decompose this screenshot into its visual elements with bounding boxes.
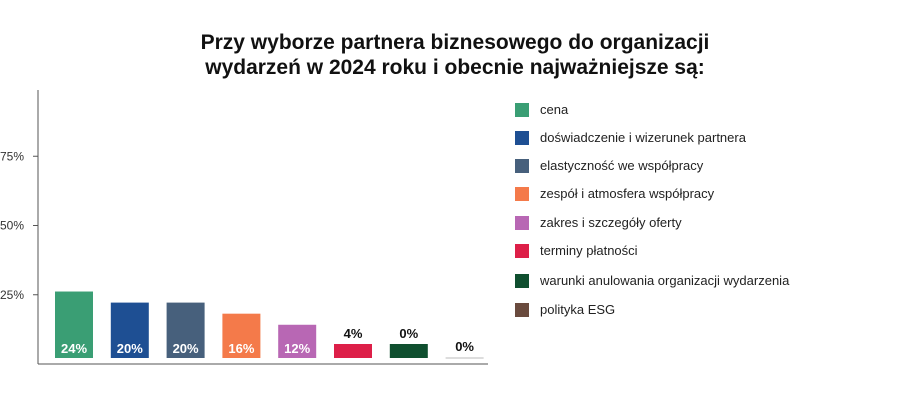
y-tick-label: 50% <box>0 219 24 233</box>
legend-item: warunki anulowania organizacji wydarzeni… <box>515 273 875 289</box>
legend-swatch <box>515 244 529 258</box>
legend-item: elastyczność we współpracy <box>515 158 875 174</box>
legend-item: cena <box>515 102 875 118</box>
bar <box>278 324 317 358</box>
data-label: 0% <box>399 326 418 341</box>
chart-title-line-2: wydarzeń w 2024 roku i obecnie najważnie… <box>205 56 705 79</box>
data-label: 24% <box>61 341 87 356</box>
chart-title: Przy wyborze partnera biznesowego do org… <box>0 30 900 80</box>
bar <box>389 344 428 358</box>
bar <box>334 344 372 358</box>
legend-label: warunki anulowania organizacji wydarzeni… <box>540 273 790 288</box>
legend-item: zakres i szczegóły oferty <box>515 215 875 231</box>
legend-item: doświadczenie i wizerunek partnera <box>515 130 875 146</box>
legend-swatch <box>515 103 529 117</box>
legend-swatch <box>515 216 529 230</box>
data-label: 4% <box>344 326 363 341</box>
chart-title-line-1: Przy wyborze partnera biznesowego do org… <box>200 31 710 54</box>
legend-swatch <box>515 159 529 173</box>
data-label: 12% <box>284 341 310 356</box>
y-tick-label: 25% <box>0 288 24 302</box>
bar <box>222 313 261 358</box>
legend-label: polityka ESG <box>540 302 616 317</box>
legend-item: polityka ESG <box>515 302 875 318</box>
legend-label: doświadczenie i wizerunek partnera <box>540 130 746 145</box>
legend-item: zespół i atmosfera współpracy <box>515 186 875 202</box>
legend-swatch <box>515 131 529 145</box>
data-label: 16% <box>228 341 254 356</box>
legend-label: zakres i szczegóły oferty <box>540 215 682 230</box>
data-label: 20% <box>117 341 143 356</box>
legend-swatch <box>515 303 529 317</box>
legend-swatch <box>515 187 529 201</box>
bar <box>55 291 93 358</box>
legend-label: zespół i atmosfera współpracy <box>540 186 715 201</box>
data-label: 20% <box>173 341 199 356</box>
legend-swatch <box>515 274 529 288</box>
y-tick-label: 75% <box>0 149 24 163</box>
legend-label: elastyczność we współpracy <box>540 158 704 173</box>
legend-item: terminy płatności <box>515 243 875 259</box>
bar <box>166 302 205 358</box>
data-label: 0% <box>455 339 474 354</box>
bar <box>110 302 149 358</box>
legend-label: cena <box>540 102 569 117</box>
legend-label: terminy płatności <box>540 243 638 258</box>
